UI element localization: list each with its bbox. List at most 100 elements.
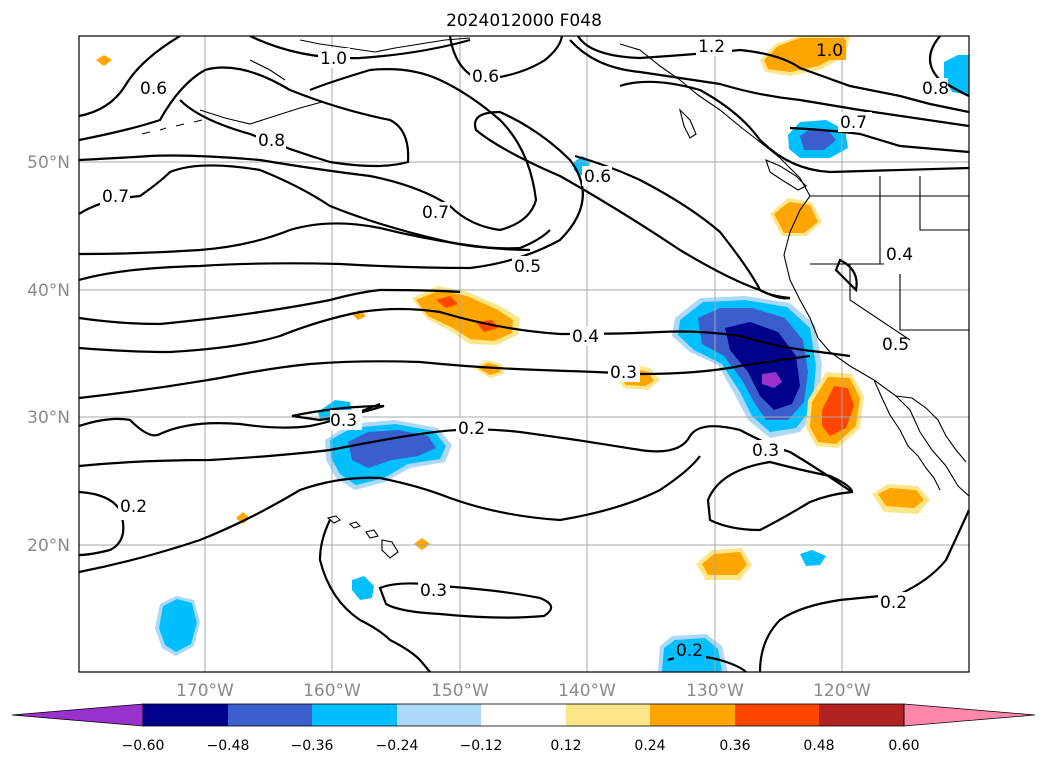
shaded-anomalies [96,36,969,672]
contour-line-0.7 [79,68,538,232]
contour-line-1.0 [569,39,969,128]
colorbar-segment [228,704,312,726]
contour-line-0.4 [834,258,858,293]
contour-label: 0.2 [676,641,703,661]
contour-line-0.3 [378,582,553,619]
contour-line-0.6 [448,36,564,82]
positive-anomaly-region [478,363,500,375]
contour-label: 0.6 [584,167,611,187]
colorbar-tick-label: 0.24 [634,738,665,754]
contour-line-0.3 [706,460,854,532]
colorbar-tick-label: −0.12 [460,738,503,754]
positive-anomaly-region [236,512,250,524]
state-borders [810,176,969,341]
negative-anomaly-region [762,372,782,388]
graticule [79,36,969,672]
contour-label: 0.6 [140,79,167,99]
vancouver-island [765,159,807,191]
gulf-of-california [895,395,967,463]
alaska-coastline [199,37,471,125]
colorbar-tick-label: 0.12 [550,738,581,754]
colorbar-segment [312,704,397,726]
north-america-coastline [619,43,969,497]
colorbar-segment [735,704,819,726]
coastlines [141,37,969,559]
negative-anomaly-region [725,322,800,410]
contour-lines [79,36,969,672]
contour-label: 0.3 [610,363,637,383]
contour-line-0.2 [79,455,701,574]
contour-label: 0.2 [120,497,147,517]
positive-anomaly-region [416,290,513,341]
negative-anomaly-region [352,576,374,600]
colorbar-extend-min [11,703,144,727]
contour-label: 0.8 [258,131,285,151]
contour-label: 0.4 [572,327,599,347]
contour-line-0.4 [79,307,851,358]
negative-anomaly-region [348,430,436,468]
map-panel: 1.2 1.0 1.0 0.6 0.6 0.8 0.8 0.7 0.7 0.7 … [79,36,969,672]
lon-tick-label: 170°W [176,681,234,701]
colorbar-tick-label: 0.48 [803,738,834,754]
colorbar-extend-max [903,703,1036,727]
colorbar-tick-label: 0.36 [719,738,750,754]
colorbar-frame [142,703,905,727]
contour-line-0.3 [79,354,811,400]
colorbar-segment [481,704,566,726]
contour-line-0.2 [758,509,969,672]
colorbar-segment [143,704,228,726]
longitude-labels: 170°W 160°W 150°W 140°W 130°W 120°W [176,681,871,701]
contour-label: 0.6 [472,67,499,87]
contour-line-0.3 [79,402,381,437]
figure-title: 2024012000 F048 [446,11,602,31]
lon-tick-label: 120°W [813,681,871,701]
lat-tick-label: 20°N [27,536,70,556]
lat-tick-label: 40°N [27,281,70,301]
lon-tick-label: 160°W [303,681,361,701]
aleutian-islands [141,119,203,135]
contour-label: 1.2 [698,37,725,57]
positive-anomaly-region [702,552,747,575]
baja-coastline [873,379,941,491]
lon-tick-label: 140°W [558,681,616,701]
contour-line-0.6 [79,222,531,256]
contour-label: 1.0 [816,41,843,61]
colorbar-segment [566,704,650,726]
lat-tick-label: 50°N [27,153,70,173]
colorbar-segment [819,704,904,726]
contour-label: 0.3 [330,411,357,431]
contour-label: 0.5 [882,335,909,355]
colorbar-tick-label: 0.60 [888,738,919,754]
contour-label: 0.2 [880,593,907,613]
colorbar-tick-label: −0.48 [207,738,250,754]
contour-label: 0.7 [840,113,867,133]
contour-label: 0.8 [922,79,949,99]
negative-anomaly-region [800,550,826,566]
contour-label: 0.5 [514,257,541,277]
contour-line-1.0 [249,36,471,60]
positive-anomaly-region [414,538,430,550]
contour-label: 0.2 [458,419,485,439]
contour-label: 1.0 [320,49,347,69]
positive-anomaly-region [878,488,924,508]
contour-line-0.6 [619,80,969,174]
contour-line-0.5 [79,110,791,300]
lon-tick-label: 130°W [686,681,744,701]
colorbar-tick-label: −0.60 [122,738,165,754]
contour-line-0.7 [789,126,969,154]
contour-label: 0.3 [752,441,779,461]
contour-line-0.2 [79,490,125,557]
contour-label: 0.7 [102,187,129,207]
map-border [78,35,970,673]
contour-line-0.6 [79,36,181,118]
contour-line-0.2 [79,425,853,493]
colorbar: −0.60 −0.48 −0.36 −0.24 −0.12 0.12 0.24 … [11,703,1036,754]
positive-anomaly-region [822,386,854,436]
contour-line-0.3 [318,519,431,672]
contour-label: 0.7 [422,203,449,223]
colorbar-tick-label: −0.24 [376,738,419,754]
lon-tick-label: 150°W [431,681,489,701]
haida-gwaii [678,108,697,139]
hawaii-islands [326,515,399,559]
